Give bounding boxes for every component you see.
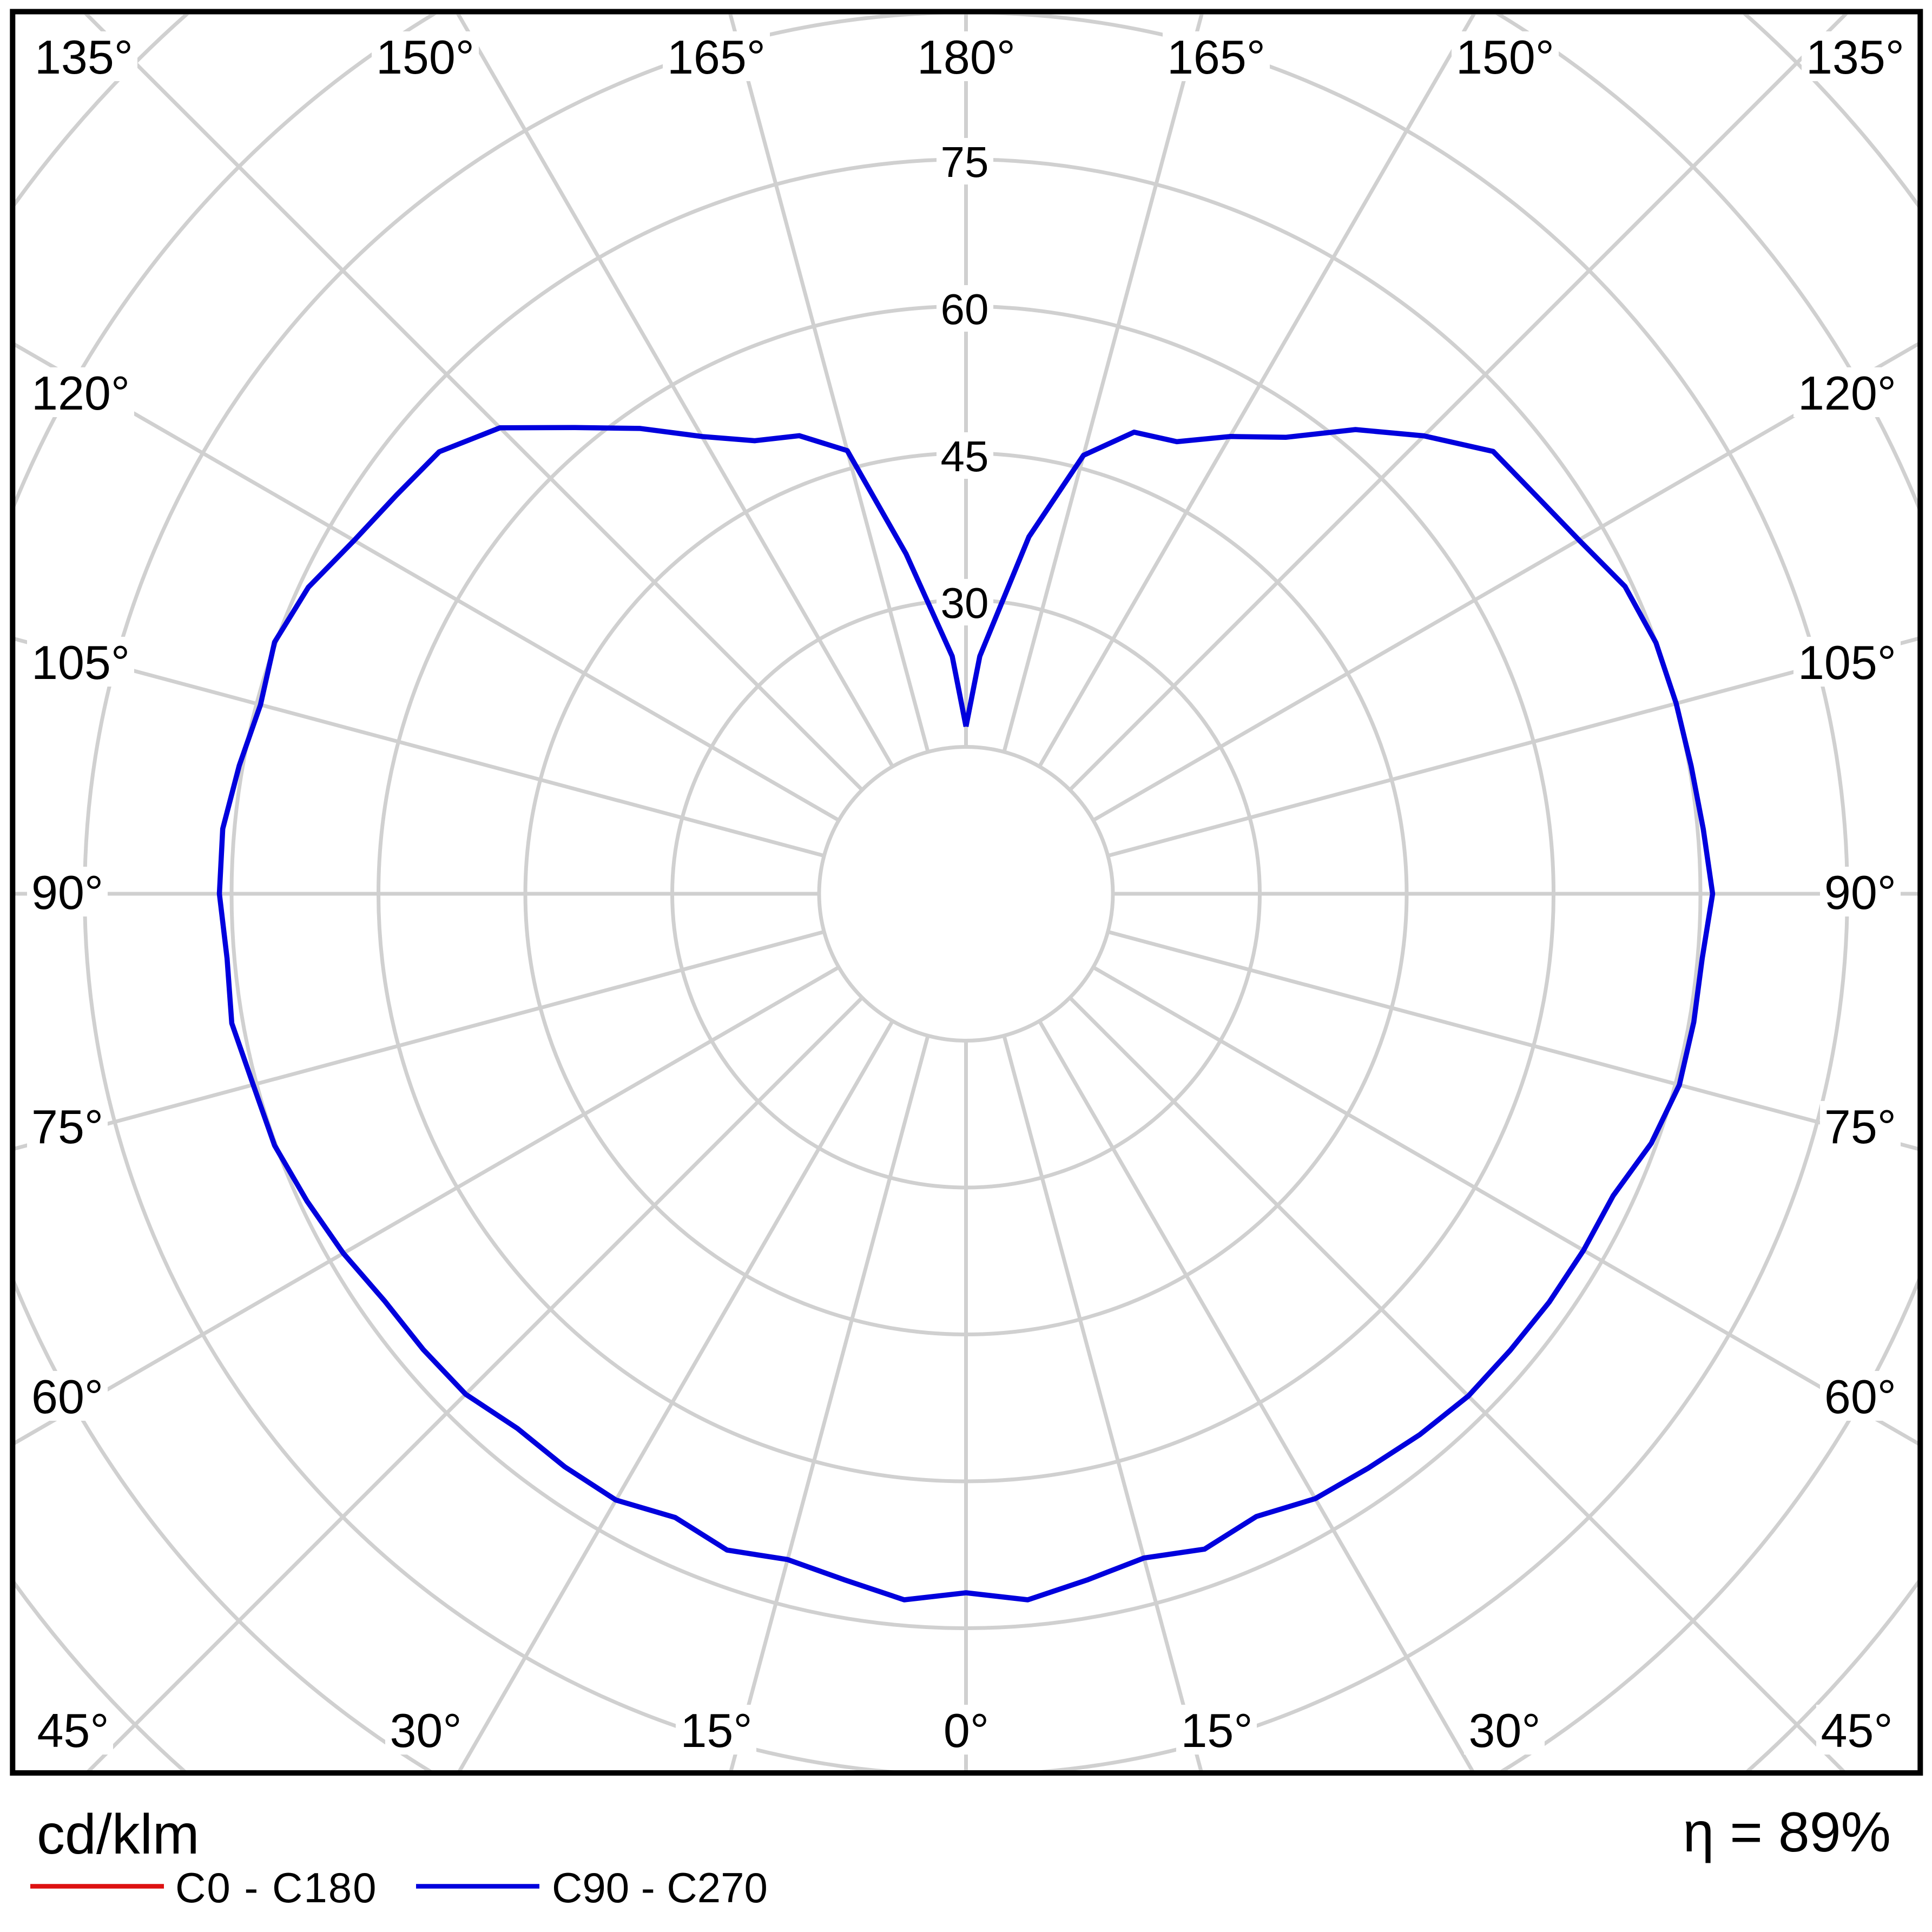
svg-text:150°: 150° — [376, 30, 474, 84]
svg-text:30°: 30° — [1468, 1704, 1540, 1757]
svg-text:45°: 45° — [1821, 1704, 1893, 1757]
svg-text:90°: 90° — [1824, 866, 1896, 919]
svg-text:60°: 60° — [31, 1370, 103, 1423]
svg-text:30: 30 — [941, 579, 989, 627]
svg-text:60°: 60° — [1824, 1370, 1896, 1423]
svg-text:30°: 30° — [390, 1704, 461, 1757]
svg-text:75°: 75° — [31, 1100, 103, 1153]
svg-text:135°: 135° — [35, 30, 133, 84]
svg-text:165°: 165° — [1167, 30, 1265, 84]
svg-text:180°: 180° — [917, 30, 1016, 84]
svg-text:C0 - C180: C0 - C180 — [175, 1864, 378, 1911]
svg-text:15°: 15° — [1181, 1704, 1252, 1757]
svg-text:60: 60 — [941, 285, 989, 333]
svg-text:165°: 165° — [667, 30, 766, 84]
svg-text:75°: 75° — [1824, 1100, 1896, 1153]
svg-text:75: 75 — [941, 138, 989, 186]
svg-text:120°: 120° — [31, 366, 130, 420]
svg-text:105°: 105° — [1798, 636, 1896, 689]
svg-text:45°: 45° — [37, 1704, 109, 1757]
svg-text:105°: 105° — [31, 636, 130, 689]
svg-text:η = 89%: η = 89% — [1683, 1801, 1891, 1864]
svg-text:150°: 150° — [1456, 30, 1554, 84]
svg-text:C90 - C270: C90 - C270 — [552, 1864, 768, 1911]
svg-text:0°: 0° — [944, 1704, 989, 1757]
svg-text:120°: 120° — [1798, 366, 1896, 420]
svg-text:135°: 135° — [1806, 30, 1904, 84]
svg-text:cd/klm: cd/klm — [37, 1803, 199, 1866]
svg-text:90°: 90° — [31, 866, 103, 919]
svg-text:45: 45 — [941, 432, 989, 480]
svg-text:15°: 15° — [680, 1704, 752, 1757]
